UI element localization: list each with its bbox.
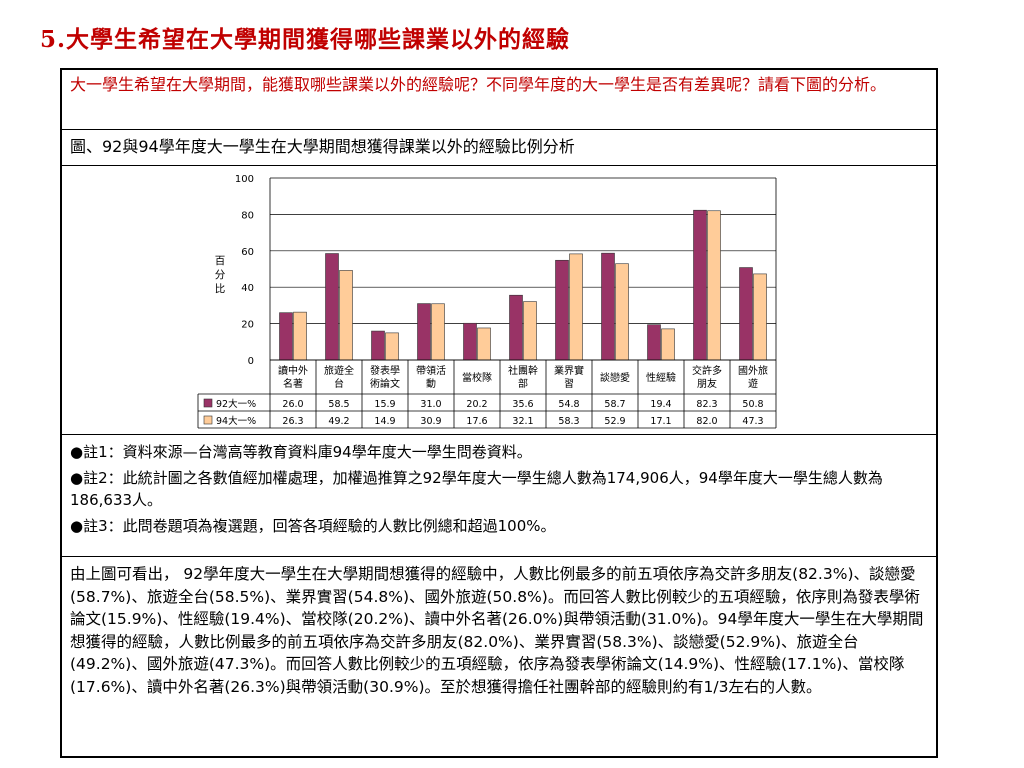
intro-text: 大一學生希望在大學期間，能獲取哪些課業以外的經驗呢？不同學年度的大一學生是否有差… [62, 70, 936, 130]
category-label: 旅遊全 [324, 364, 354, 377]
note-1: ●註1：資料來源—台灣高等教育資料庫94學年度大一學生問卷資料。 [70, 443, 532, 461]
data-label: 17.6 [466, 416, 487, 427]
y-axis-label-char: 分 [215, 269, 226, 281]
category-label: 當校隊 [462, 371, 492, 384]
data-label: 19.4 [650, 399, 671, 410]
bar-series1 [371, 330, 385, 361]
data-label: 82.0 [696, 416, 717, 427]
data-label: 30.9 [420, 416, 441, 427]
bar-series1 [693, 209, 707, 361]
category-label: 名著 [283, 377, 303, 390]
data-label: 32.1 [512, 416, 533, 427]
data-label: 47.3 [742, 416, 763, 427]
y-tick-label: 20 [241, 320, 254, 331]
bar-series1 [509, 294, 523, 361]
figure-caption: 圖、92與94學年度大一學生在大學期間想獲得課業以外的經驗比例分析 [62, 130, 936, 166]
legend-label: 92大一% [216, 398, 256, 410]
content-frame: 大一學生希望在大學期間，能獲取哪些課業以外的經驗呢？不同學年度的大一學生是否有差… [60, 68, 938, 758]
data-label: 58.5 [328, 399, 349, 410]
category-label: 社團幹 [508, 364, 538, 377]
bar-series1 [279, 312, 293, 361]
category-label: 發表學 [370, 364, 400, 377]
data-label: 82.3 [696, 399, 717, 410]
note-3: ●註3：此問卷題項為複選題，回答各項經驗的人數比例總和超過100%。 [70, 517, 556, 535]
data-label: 17.1 [650, 416, 671, 427]
data-label: 35.6 [512, 399, 533, 410]
category-label: 業界實 [554, 364, 584, 377]
category-label: 朋友 [697, 377, 717, 390]
bar-series2 [753, 273, 767, 361]
data-label: 26.3 [282, 416, 303, 427]
bar-series1 [463, 322, 477, 361]
bar-series2 [523, 301, 537, 361]
data-label: 50.8 [742, 399, 763, 410]
category-label: 國外旅 [738, 364, 768, 377]
category-label: 台 [334, 377, 344, 390]
data-label: 14.9 [374, 416, 395, 427]
y-tick-label: 80 [241, 210, 254, 221]
y-axis-label-char: 百 [215, 255, 226, 267]
notes-section: ●註1：資料來源—台灣高等教育資料庫94學年度大一學生問卷資料。 ●註2：此統計… [62, 435, 936, 557]
category-label: 交許多 [692, 364, 722, 377]
category-label: 遊 [748, 377, 758, 390]
bar-series2 [661, 328, 675, 361]
category-label: 習 [564, 378, 574, 390]
data-label: 26.0 [282, 399, 303, 410]
bar-series1 [647, 324, 661, 361]
bar-series2 [569, 253, 583, 361]
bar-series2 [293, 311, 307, 361]
slide-title: 5.大學生希望在大學期間獲得哪些課業以外的經驗 [40, 26, 571, 53]
category-label: 讀中外 [278, 364, 308, 377]
data-label: 49.2 [328, 416, 349, 427]
legend-swatch [203, 398, 213, 408]
data-label: 54.8 [558, 399, 579, 410]
bar-series2 [477, 327, 491, 361]
y-tick-label: 100 [235, 174, 254, 185]
data-label: 58.3 [558, 416, 579, 427]
bar-series1 [601, 252, 615, 361]
bar-series1 [739, 267, 753, 361]
data-label: 20.2 [466, 399, 487, 410]
category-label: 動 [426, 377, 436, 390]
category-label: 性經驗 [646, 371, 676, 384]
bar-series1 [555, 259, 569, 361]
category-label: 術論文 [370, 377, 400, 390]
note-2: ●註2：此統計圖之各數值經加權處理，加權過推算之92學年度大一學生總人數為174… [70, 469, 883, 509]
y-axis-label-char: 比 [215, 282, 226, 295]
bar-series2 [385, 332, 399, 361]
bar-series2 [615, 263, 629, 361]
analysis-text: 由上圖可看出， 92學年度大一學生在大學期間想獲得的經驗中，人數比例最多的前五項… [70, 565, 924, 696]
legend-label: 94大一% [216, 415, 256, 427]
chart-panel: 0 20 40 60 80 100 百分比 讀中外 名著 旅遊全台 發表學 術論文 帶領活動 當校隊 社團… [62, 166, 936, 435]
bar-series1 [417, 303, 431, 361]
data-label: 31.0 [420, 399, 441, 410]
bar-series1 [325, 253, 339, 361]
category-label: 部 [518, 377, 528, 390]
bar-series2 [707, 210, 721, 361]
y-tick-label: 40 [241, 283, 254, 294]
y-tick-label: 0 [248, 356, 254, 367]
legend-swatch [203, 415, 213, 425]
bar-series2 [339, 270, 353, 361]
data-label: 58.7 [604, 399, 625, 410]
category-label: 帶領活 [416, 364, 446, 377]
y-tick-label: 60 [241, 247, 254, 258]
bar-series2 [431, 303, 445, 361]
data-label: 15.9 [374, 399, 395, 410]
category-label: 談戀愛 [600, 371, 630, 384]
bar-chart: 0 20 40 60 80 100 百分比 讀中外名著 旅遊全台 發表學術論文 帶領活動 當校隊 社團… [197, 174, 777, 429]
data-label: 52.9 [604, 416, 625, 427]
